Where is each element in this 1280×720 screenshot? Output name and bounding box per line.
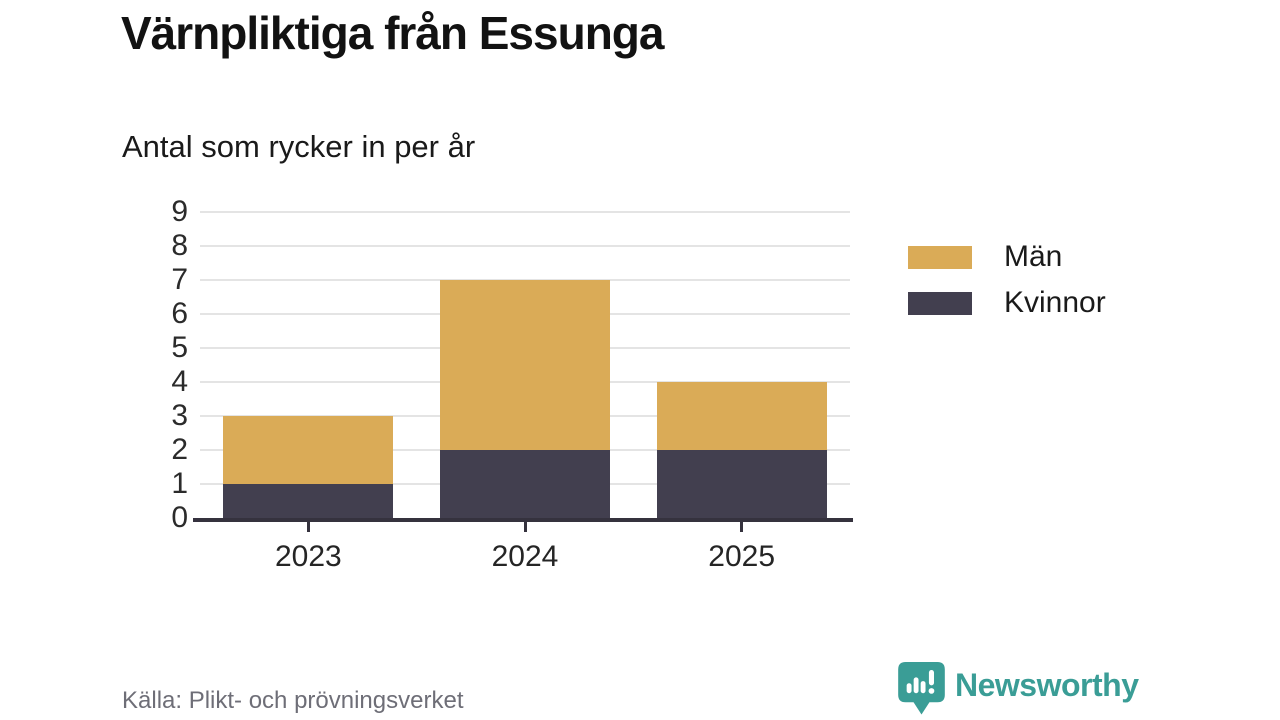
bar-segment-män	[223, 416, 394, 484]
bar-segment-kvinnor	[656, 450, 827, 518]
chart-title: Värnpliktiga från Essunga	[121, 7, 664, 59]
x-axis-tick-label: 2024	[491, 540, 559, 573]
y-axis-tick-label: 7	[171, 263, 188, 296]
bar-chart-speech-bubble-icon	[898, 662, 945, 715]
bar-segment-kvinnor	[223, 484, 394, 518]
legend-item: Män	[908, 234, 1106, 280]
newsworthy-logo: Newsworthy	[898, 662, 1139, 715]
bar-segment-män	[440, 280, 610, 450]
y-axis-tick-label: 2	[171, 433, 188, 466]
y-axis-tick-label: 8	[171, 229, 188, 262]
x-axis-tick-label: 2025	[708, 540, 776, 573]
grid-line	[200, 245, 850, 247]
y-axis-tick-label: 5	[171, 331, 188, 364]
source-note: Källa: Plikt- och prövningsverket	[122, 687, 464, 714]
legend-swatch	[908, 245, 972, 269]
y-axis-tick-label: 4	[171, 365, 188, 398]
y-axis-tick-label: 6	[171, 297, 188, 330]
legend-label: Kvinnor	[1004, 286, 1106, 319]
x-axis-tick	[306, 522, 310, 532]
x-axis-line	[193, 518, 853, 522]
x-axis-tick	[740, 522, 744, 532]
x-axis-tick	[523, 522, 527, 532]
bar-segment-män	[656, 382, 827, 450]
legend-swatch	[908, 291, 972, 315]
newsworthy-wordmark: Newsworthy	[955, 666, 1139, 703]
y-axis-tick-label: 9	[171, 195, 188, 228]
chart-subtitle: Antal som rycker in per år	[122, 129, 476, 164]
chart-legend: Män Kvinnor	[908, 234, 1106, 326]
bar-segment-kvinnor	[440, 450, 610, 518]
x-axis-tick-label: 2023	[274, 540, 342, 573]
y-axis-tick-label: 3	[171, 399, 188, 432]
grid-line	[200, 211, 850, 213]
legend-item: Kvinnor	[908, 280, 1106, 326]
y-axis-tick-label: 0	[171, 501, 188, 534]
y-axis-tick-label: 1	[171, 467, 188, 500]
legend-label: Män	[1004, 240, 1063, 273]
